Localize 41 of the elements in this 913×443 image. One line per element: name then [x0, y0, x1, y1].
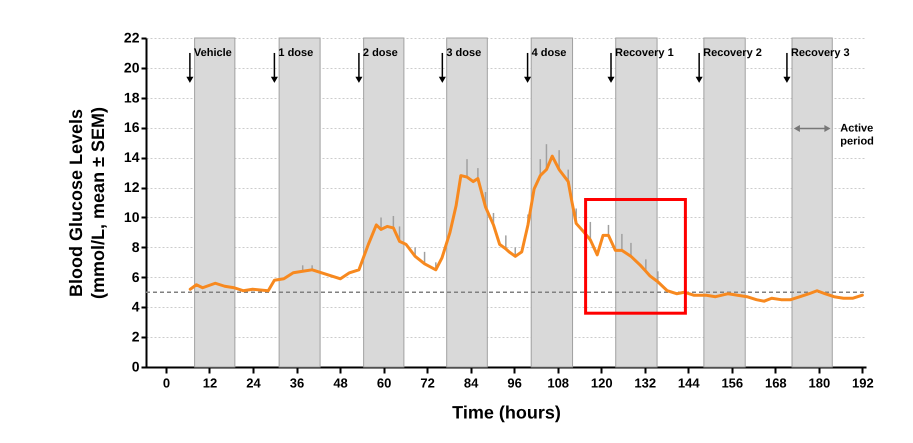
x-tick-label: 48	[333, 376, 348, 390]
annotation: Recovery 3	[790, 46, 850, 59]
annotation: Vehicle	[194, 46, 232, 59]
y-tick-label: 22	[124, 30, 140, 46]
x-tick-label: 12	[202, 376, 218, 390]
y-tick-label: 12	[124, 179, 140, 196]
annotation: 2 dose	[362, 46, 398, 59]
x-tick-label: 36	[290, 376, 304, 390]
x-tick-label: 108	[547, 376, 570, 390]
x-tick-label: 0	[162, 376, 170, 390]
y-tick-label: 14	[124, 149, 140, 166]
x-axis-title: Time (hours)	[452, 402, 561, 422]
y-tick-label: 10	[124, 208, 140, 225]
x-tick-label: 132	[634, 376, 656, 390]
y-tick-label: 20	[124, 59, 140, 76]
x-tick-label: 96	[507, 376, 522, 390]
x-tick-label: 60	[376, 376, 392, 390]
y-tick-label: 0	[132, 358, 140, 374]
x-tick-label: 156	[721, 376, 744, 390]
annotation: Recovery 1	[615, 46, 674, 59]
y-tick-label: 18	[124, 89, 140, 106]
line-series	[188, 154, 864, 303]
x-tick-label: 24	[246, 376, 262, 390]
annotation: 1 dose	[278, 46, 314, 59]
x-tick-label: 192	[852, 376, 874, 390]
annotation: 4 dose	[532, 46, 566, 59]
x-tick-label: 168	[764, 376, 787, 390]
y-tick-label: 2	[132, 328, 140, 345]
y-tick-label: 16	[124, 119, 140, 136]
x-tick-label: 144	[678, 376, 700, 390]
x-tick-label: 180	[808, 376, 830, 390]
annotation: Recovery 2	[703, 46, 762, 59]
annotation: Active period	[840, 122, 874, 148]
x-tick-label: 84	[464, 376, 480, 390]
y-axis-title: Blood Glucose Levels (mmol/L, mean ± SEM)	[66, 107, 108, 299]
x-tick-label: 72	[420, 376, 435, 390]
annotation: 3 dose	[446, 46, 482, 59]
x-tick-label: 120	[590, 376, 613, 390]
y-tick-label: 6	[132, 268, 140, 285]
y-tick-label: 8	[132, 238, 140, 255]
y-tick-label: 4	[132, 298, 140, 315]
